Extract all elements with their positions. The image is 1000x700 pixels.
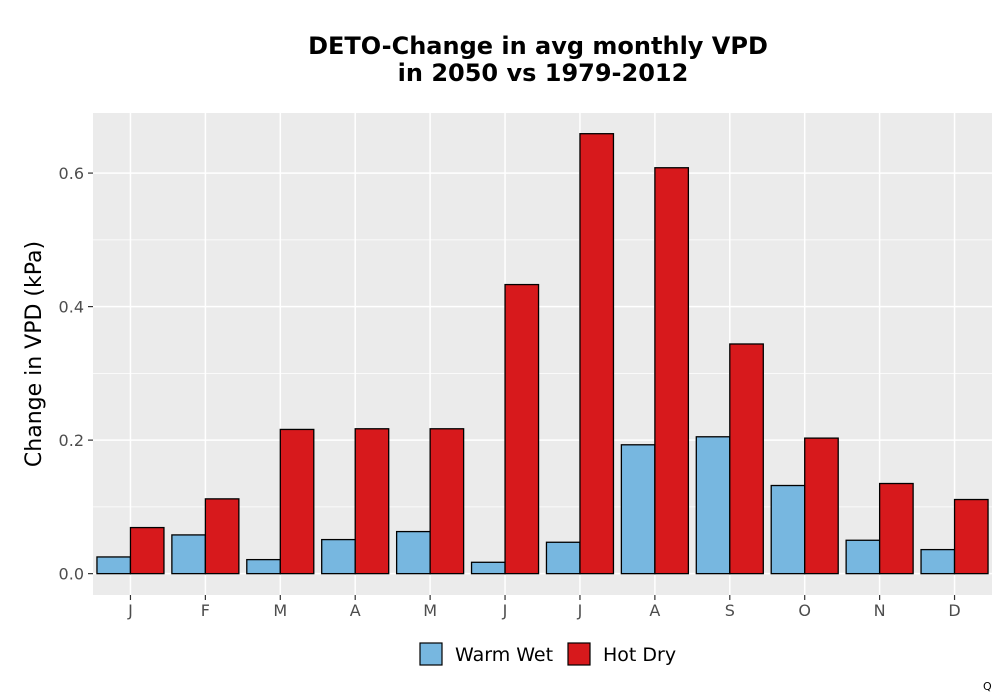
bar-warm-wet-5 — [395, 530, 431, 575]
x-tick-label: M — [423, 601, 437, 620]
chart-title-line2: in 2050 vs 1979-2012 — [398, 59, 689, 87]
bar-warm-wet-6 — [470, 561, 506, 575]
x-tick-label: J — [127, 601, 133, 620]
x-tick-label: J — [577, 601, 583, 620]
corner-mark: Q — [983, 680, 992, 693]
plot-panel — [93, 113, 992, 595]
y-tick-label: 0.2 — [59, 431, 84, 450]
bar-warm-wet-3 — [246, 558, 281, 575]
legend: Warm Wet Hot Dry — [419, 642, 676, 666]
x-tick-label: J — [502, 601, 508, 620]
x-tick-label: A — [350, 601, 361, 620]
legend-swatch-hot-dry — [567, 642, 591, 666]
bar-hot-dry-8 — [654, 167, 690, 575]
bar-warm-wet-8 — [620, 444, 656, 575]
bar-hot-dry-7 — [579, 133, 615, 575]
bar-warm-wet-1 — [96, 556, 132, 575]
bar-hot-dry-6 — [504, 283, 540, 575]
y-axis-ticks: 0.0 0.2 0.4 0.6 — [59, 164, 93, 584]
bar-hot-dry-1 — [129, 526, 165, 575]
bar-warm-wet-10 — [770, 484, 806, 575]
x-tick-label: D — [948, 601, 960, 620]
chart-title-line1: DETO-Change in avg monthly VPD — [308, 32, 768, 60]
bar-hot-dry-4 — [354, 428, 390, 575]
y-tick-label: 0.6 — [59, 164, 84, 183]
bar-warm-wet-2 — [171, 534, 207, 575]
bar-warm-wet-12 — [920, 548, 956, 575]
x-tick-label: M — [273, 601, 287, 620]
bar-hot-dry-5 — [429, 428, 465, 575]
bar-hot-dry-3 — [279, 428, 315, 575]
x-tick-label: N — [874, 601, 886, 620]
bar-warm-wet-11 — [845, 539, 881, 575]
bar-warm-wet-4 — [321, 538, 356, 575]
bar-hot-dry-11 — [878, 482, 914, 575]
bar-hot-dry-2 — [204, 498, 240, 575]
y-axis-title: Change in VPD (kPa) — [22, 241, 47, 467]
bar-warm-wet-9 — [695, 436, 731, 575]
x-tick-label: O — [798, 601, 811, 620]
y-tick-label: 0.4 — [59, 298, 84, 317]
bar-hot-dry-10 — [804, 437, 839, 575]
bars — [96, 133, 989, 575]
bar-hot-dry-12 — [953, 498, 989, 575]
x-tick-label: A — [649, 601, 660, 620]
legend-swatch-warm-wet — [419, 642, 443, 666]
bar-hot-dry-9 — [729, 343, 764, 575]
bar-warm-wet-7 — [545, 541, 581, 575]
legend-label-warm-wet: Warm Wet — [455, 644, 553, 666]
legend-label-hot-dry: Hot Dry — [603, 644, 676, 666]
y-tick-label: 0.0 — [59, 565, 84, 584]
x-tick-label: S — [725, 601, 735, 620]
x-tick-label: F — [201, 601, 210, 620]
